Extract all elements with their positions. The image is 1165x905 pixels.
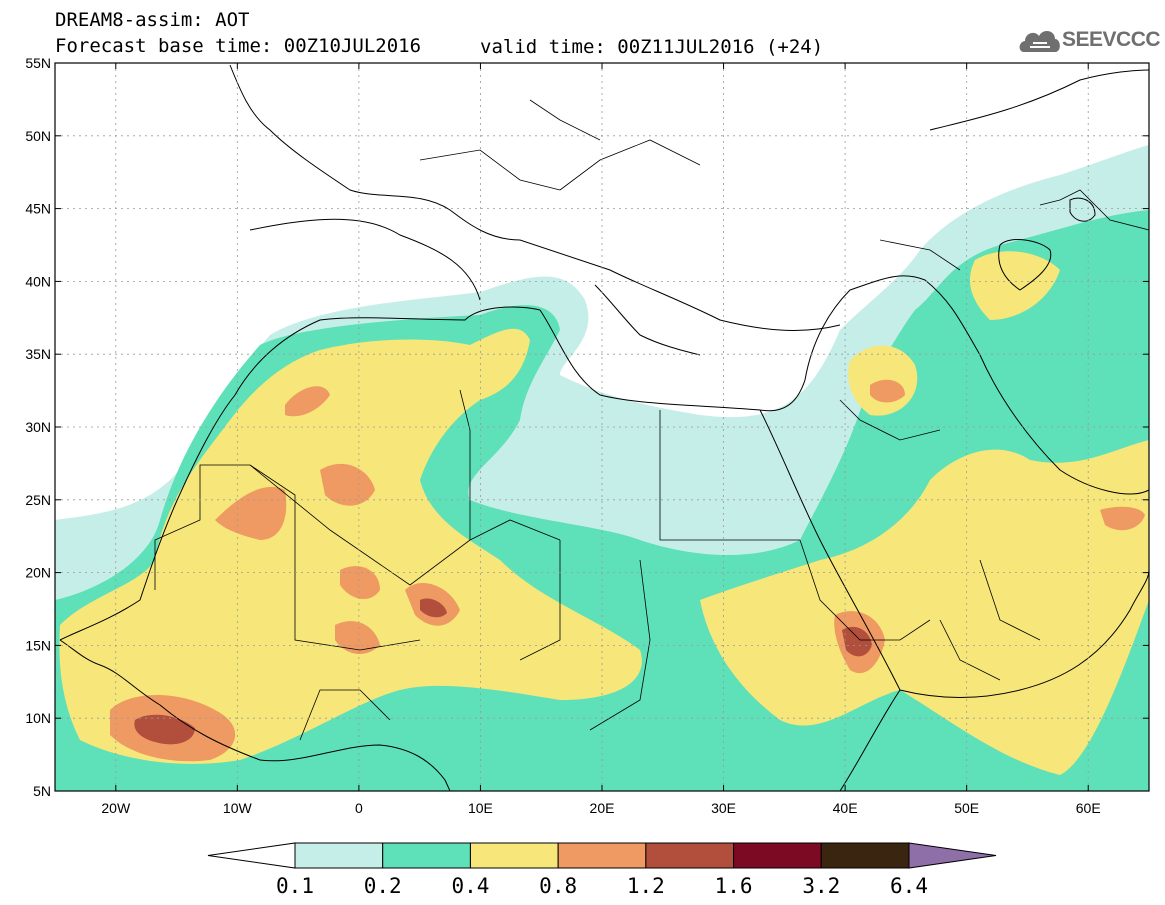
lat-label: 50N xyxy=(25,128,51,144)
lon-label: 50E xyxy=(954,800,979,816)
lat-label: 10N xyxy=(25,710,51,726)
lat-label: 35N xyxy=(25,346,51,362)
colorbar-label: 1.2 xyxy=(627,874,665,898)
lat-label: 5N xyxy=(33,783,51,799)
coastlines xyxy=(59,64,1149,791)
lat-label: 40N xyxy=(25,273,51,289)
colorbar-segment xyxy=(557,842,647,869)
lon-label: 0 xyxy=(355,800,363,816)
lon-label: 40E xyxy=(833,800,858,816)
grid-lines xyxy=(55,63,1149,791)
colorbar-segment xyxy=(382,842,471,869)
lat-label: 30N xyxy=(25,419,51,435)
borders xyxy=(154,99,1149,741)
lat-label: 55N xyxy=(25,55,51,71)
colorbar-segment xyxy=(469,842,559,869)
model-title: DREAM8-assim: AOT xyxy=(55,9,250,31)
colorbar-segment xyxy=(294,842,384,869)
colorbar-label: 3.2 xyxy=(802,874,840,898)
colorbar-low-triangle xyxy=(207,842,296,869)
latitude-labels: 55N 50N 45N 40N 35N 30N 25N 20N 15N 10N 5N xyxy=(25,55,51,799)
lat-label: 20N xyxy=(25,565,51,581)
logo-text: SEEVCCC xyxy=(1062,28,1161,51)
cloud-icon xyxy=(1019,30,1060,52)
lon-label: 20W xyxy=(101,800,131,816)
forecast-base-time: Forecast base time: 00Z10JUL2016 xyxy=(55,35,422,57)
lon-label: 60E xyxy=(1076,800,1101,816)
colorbar-label: 0.8 xyxy=(539,874,577,898)
colorbar: 0.1 0.2 0.4 0.8 1.2 1.6 3.2 6.4 xyxy=(207,842,997,898)
colorbar-segment xyxy=(820,842,910,869)
aot-contours xyxy=(55,145,1149,791)
colorbar-label: 0.4 xyxy=(451,874,489,898)
colorbar-high-triangle xyxy=(908,842,997,869)
colorbar-segment xyxy=(733,842,822,869)
lon-label: 30E xyxy=(711,800,736,816)
colorbar-label: 6.4 xyxy=(890,874,928,898)
colorbar-label: 1.6 xyxy=(715,874,753,898)
lon-label: 10E xyxy=(468,800,493,816)
lon-label: 20E xyxy=(590,800,615,816)
colorbar-segment xyxy=(645,842,735,869)
lon-label: 10W xyxy=(223,800,253,816)
colorbar-label: 0.1 xyxy=(276,874,314,898)
valid-time: valid time: 00Z11JUL2016 (+24) xyxy=(480,36,824,58)
lat-label: 15N xyxy=(25,637,51,653)
longitude-labels: 20W 10W 0 10E 20E 30E 40E 50E 60E xyxy=(101,800,1100,816)
axis-ticks xyxy=(55,62,1149,792)
lat-label: 45N xyxy=(25,201,51,217)
colorbar-label: 0.2 xyxy=(364,874,402,898)
lat-label: 25N xyxy=(25,492,51,508)
